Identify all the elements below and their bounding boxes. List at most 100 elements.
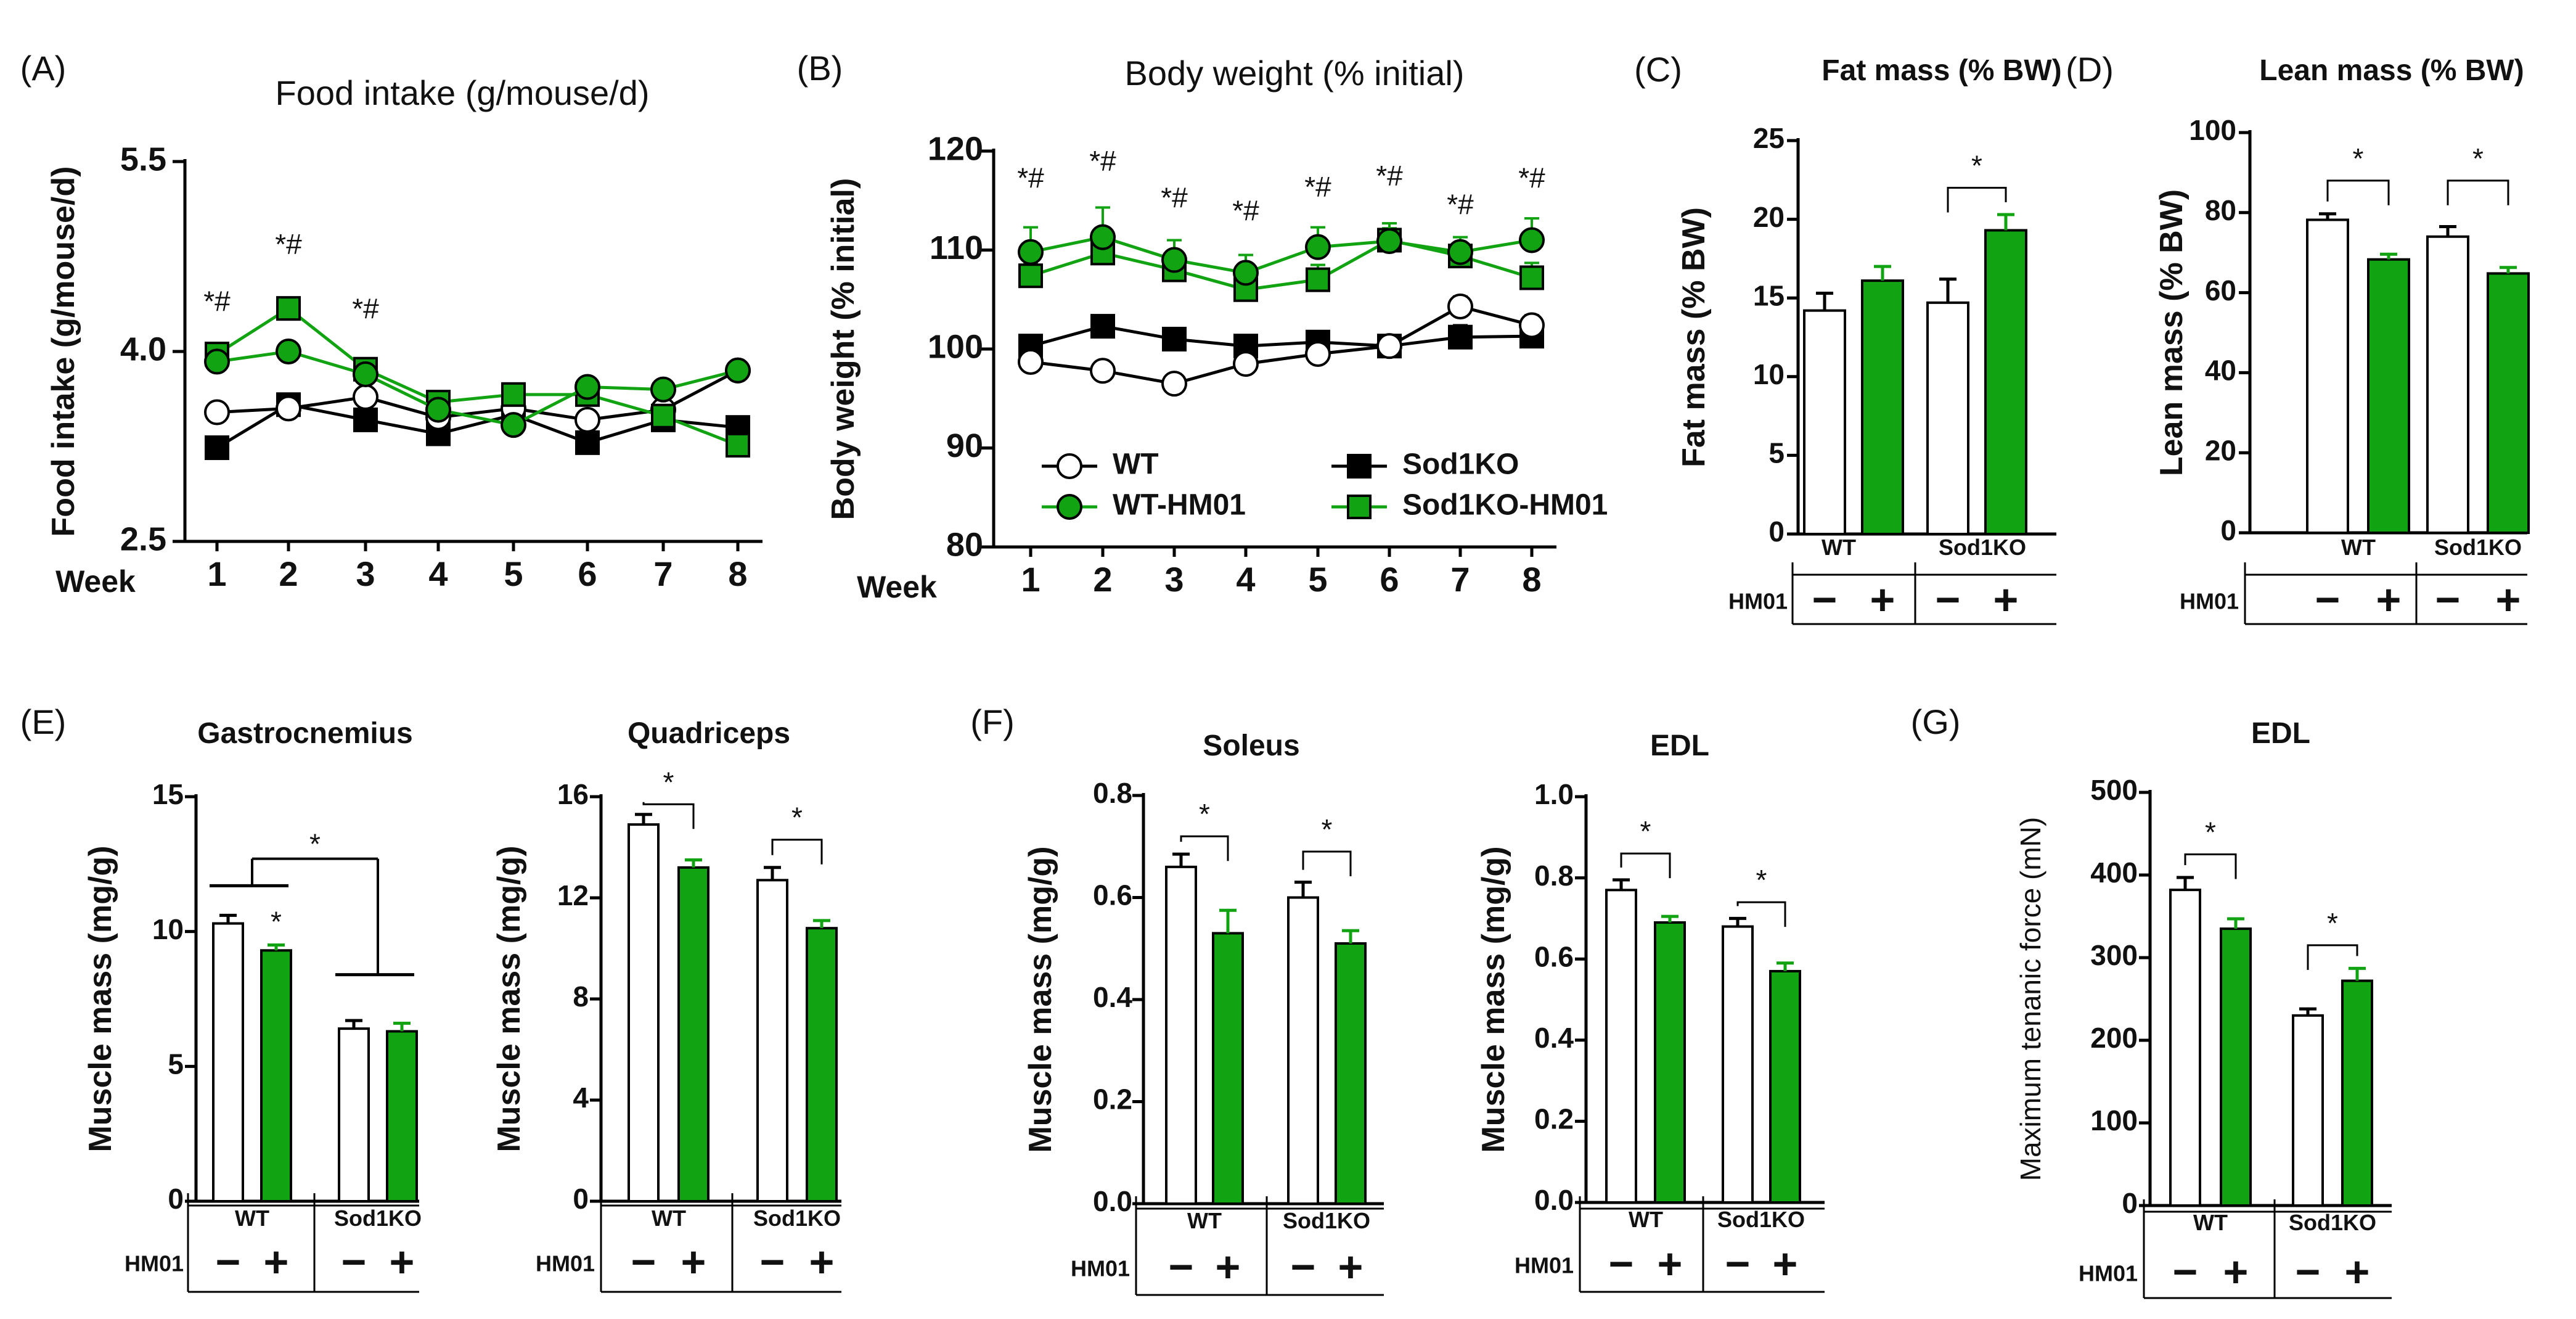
bar-F1-0 <box>1165 865 1197 1205</box>
data-point-A-Sod1KO-HM01 <box>651 403 676 429</box>
y-axis-label-B: Body weight (% initial) <box>825 178 861 520</box>
x-tick-label-A: 1 <box>207 554 226 593</box>
hm01-minus-C: − <box>1936 575 1961 623</box>
data-point-A-WT-HM01 <box>425 397 451 423</box>
hm01-minus-D: − <box>2435 575 2461 623</box>
legend-label-Sod1KO: Sod1KO <box>1402 448 1519 481</box>
y-tick-label-G: 400 <box>2090 857 2138 889</box>
data-point-B-Sod1KO-HM01 <box>1018 263 1043 289</box>
y-tick-label-B: 80 <box>946 526 983 563</box>
x-tick-label-B: 5 <box>1308 560 1327 599</box>
bar-F2-2 <box>1722 925 1754 1204</box>
bar-C-0 <box>1803 309 1846 535</box>
panel-label-B: (B) <box>797 49 843 88</box>
y-tick-label-F2: 1.0 <box>1534 778 1574 810</box>
significance-mark-B: *# <box>1376 160 1403 192</box>
hm01-plus-F2: + <box>1658 1239 1683 1288</box>
sig-bracket-F1 <box>1180 835 1229 861</box>
y-tick-label-B: 90 <box>946 427 983 464</box>
x-tick-label-A: 5 <box>504 554 523 593</box>
significance-mark-D: * <box>2472 142 2484 175</box>
significance-mark-E1: * <box>309 828 321 860</box>
group-label-sod1ko-C: Sod1KO <box>1939 535 2026 560</box>
significance-mark-D: * <box>2353 142 2364 175</box>
significance-mark-A: *# <box>203 285 231 317</box>
hm01-label-G: HM01 <box>2079 1261 2138 1286</box>
significance-mark-F2: * <box>1756 864 1767 896</box>
y-tick-label-F1: 0.0 <box>1093 1185 1132 1217</box>
x-tick-label-A: 7 <box>653 554 673 593</box>
panel-label-E1: (E) <box>20 702 67 741</box>
hm01-plus-C: + <box>1870 575 1895 623</box>
y-tick-label-E1: 0 <box>168 1183 184 1215</box>
data-point-A-Sod1KO <box>205 435 229 461</box>
x-tick-label-B: 7 <box>1450 560 1470 599</box>
sig-bracket-D <box>2326 179 2390 205</box>
hm01-label-F2: HM01 <box>1515 1253 1574 1278</box>
group-label-sod1ko-D: Sod1KO <box>2434 535 2522 560</box>
chart-title-E1: Gastrocnemius <box>197 717 412 750</box>
bar-C-1 <box>1861 279 1904 535</box>
hm01-minus-G: − <box>2296 1247 2321 1296</box>
data-point-B-Sod1KO <box>1162 326 1187 351</box>
y-tick-label-A: 5.5 <box>120 141 166 178</box>
data-point-A-Sod1KO-HM01 <box>726 432 750 458</box>
hm01-minus-F2: − <box>1609 1239 1634 1288</box>
data-point-B-WT <box>1161 371 1187 397</box>
data-point-B-Sod1KO <box>1448 324 1473 350</box>
bar-D-3 <box>2487 272 2530 534</box>
bar-E1-1 <box>260 949 292 1203</box>
x-tick-label-B: 6 <box>1380 560 1399 599</box>
y-tick-label-E2: 16 <box>557 778 589 810</box>
significance-mark-B: *# <box>1447 189 1474 221</box>
significance-mark-E2: * <box>791 802 803 834</box>
data-point-A-WT-HM01 <box>276 339 301 364</box>
y-tick-label-G: 500 <box>2090 774 2138 806</box>
hm01-minus-F2: − <box>1725 1239 1751 1288</box>
hm01-plus-F1: + <box>1216 1243 1241 1291</box>
legend-marker-WT <box>1057 453 1082 479</box>
data-point-A-WT <box>204 399 230 425</box>
data-point-B-WT <box>1018 348 1044 375</box>
data-point-B-WT <box>1090 358 1116 384</box>
sig-bracket-F1 <box>1302 850 1352 877</box>
hm01-plus-G: + <box>2223 1247 2249 1296</box>
data-point-B-WT-HM01 <box>1519 227 1545 253</box>
hm01-minus-C: − <box>1812 575 1838 623</box>
legend-marker-WT-HM01 <box>1057 494 1082 520</box>
bar-F1-1 <box>1212 932 1244 1206</box>
data-point-B-WT <box>1233 351 1259 377</box>
chart-title-C: Fat mass (% BW) <box>1822 54 2061 87</box>
hm01-minus-E2: − <box>760 1238 785 1286</box>
group-label-sod1ko-E1: Sod1KO <box>334 1206 422 1231</box>
hm01-minus-D: − <box>2315 575 2341 623</box>
group-label-wt-D: WT <box>2341 535 2376 560</box>
y-tick-label-A: 4.0 <box>120 331 166 368</box>
bar-D-1 <box>2367 258 2410 534</box>
hm01-minus-F1: − <box>1291 1243 1316 1291</box>
significance-mark-B: *# <box>1232 194 1259 226</box>
x-tick-label-B: 2 <box>1093 560 1112 599</box>
y-tick-label-D: 0 <box>2220 514 2236 546</box>
y-tick-label-C: 15 <box>1753 279 1785 311</box>
group-label-wt-E1: WT <box>235 1206 269 1231</box>
sig-bracket-C <box>1947 187 2007 213</box>
y-axis-label-F2: Muscle mass (mg/g) <box>1476 846 1511 1153</box>
x-tick-label-A: 3 <box>356 554 375 593</box>
y-tick-label-B: 110 <box>930 229 983 266</box>
significance-mark-G: * <box>2205 816 2216 849</box>
data-point-B-WT <box>1447 293 1473 319</box>
y-tick-label-C: 10 <box>1753 358 1785 390</box>
chart-title-A: Food intake (g/mouse/d) <box>276 73 650 112</box>
y-tick-label-F2: 0.2 <box>1534 1103 1574 1135</box>
significance-mark-B: *# <box>1304 171 1331 203</box>
bar-significance-mark-E1: * <box>271 906 282 938</box>
y-tick-label-B: 120 <box>928 130 983 167</box>
y-tick-label-B: 100 <box>928 328 983 365</box>
significance-mark-E2: * <box>663 766 674 798</box>
bar-E1-0 <box>212 922 244 1202</box>
legend-label-Sod1KO-HM01: Sod1KO-HM01 <box>1402 489 1608 522</box>
y-tick-label-D: 80 <box>2205 194 2236 226</box>
bar-F2-0 <box>1605 889 1637 1204</box>
